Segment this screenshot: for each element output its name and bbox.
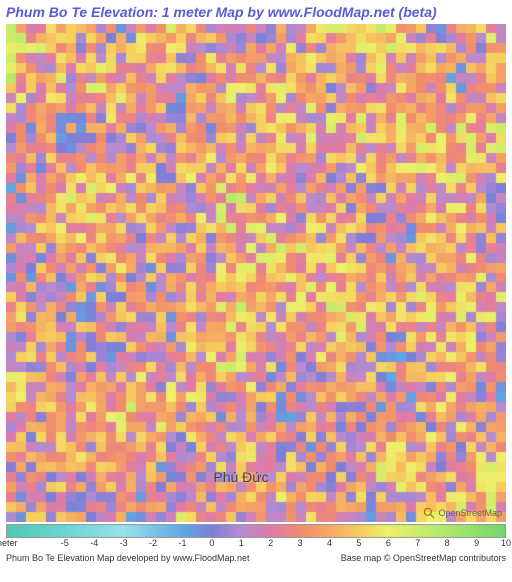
legend-tick: -1 (178, 538, 186, 548)
osm-label: OpenStreetMap (438, 508, 502, 518)
legend-tick: 4 (327, 538, 332, 548)
legend-tick: -2 (149, 538, 157, 548)
legend-tick: 7 (415, 538, 420, 548)
legend-tick: -5 (61, 538, 69, 548)
legend-tick: 6 (386, 538, 391, 548)
legend-ticks: meter -5-4-3-2-1012345678910 (6, 538, 506, 552)
legend: meter -5-4-3-2-1012345678910 (6, 522, 506, 552)
legend-tick: 2 (268, 538, 273, 548)
legend-tick: -3 (120, 538, 128, 548)
map-canvas (6, 24, 506, 522)
legend-tick: -4 (90, 538, 98, 548)
magnifier-icon (422, 506, 436, 520)
legend-colorbar (6, 524, 506, 538)
elevation-map: Phú Đức OpenStreetMap (6, 24, 506, 522)
legend-tick: 0 (209, 538, 214, 548)
legend-tick: 1 (239, 538, 244, 548)
legend-tick: 8 (445, 538, 450, 548)
osm-attribution: OpenStreetMap (422, 506, 502, 520)
footer: Phum Bo Te Elevation Map developed by ww… (6, 552, 506, 563)
legend-tick: 9 (474, 538, 479, 548)
legend-tick: 5 (356, 538, 361, 548)
footer-left: Phum Bo Te Elevation Map developed by ww… (6, 553, 249, 563)
footer-right: Base map © OpenStreetMap contributors (341, 553, 506, 563)
legend-tick: 10 (501, 538, 511, 548)
legend-unit: meter (0, 538, 18, 548)
page-title: Phum Bo Te Elevation: 1 meter Map by www… (0, 0, 512, 24)
legend-tick: 3 (298, 538, 303, 548)
